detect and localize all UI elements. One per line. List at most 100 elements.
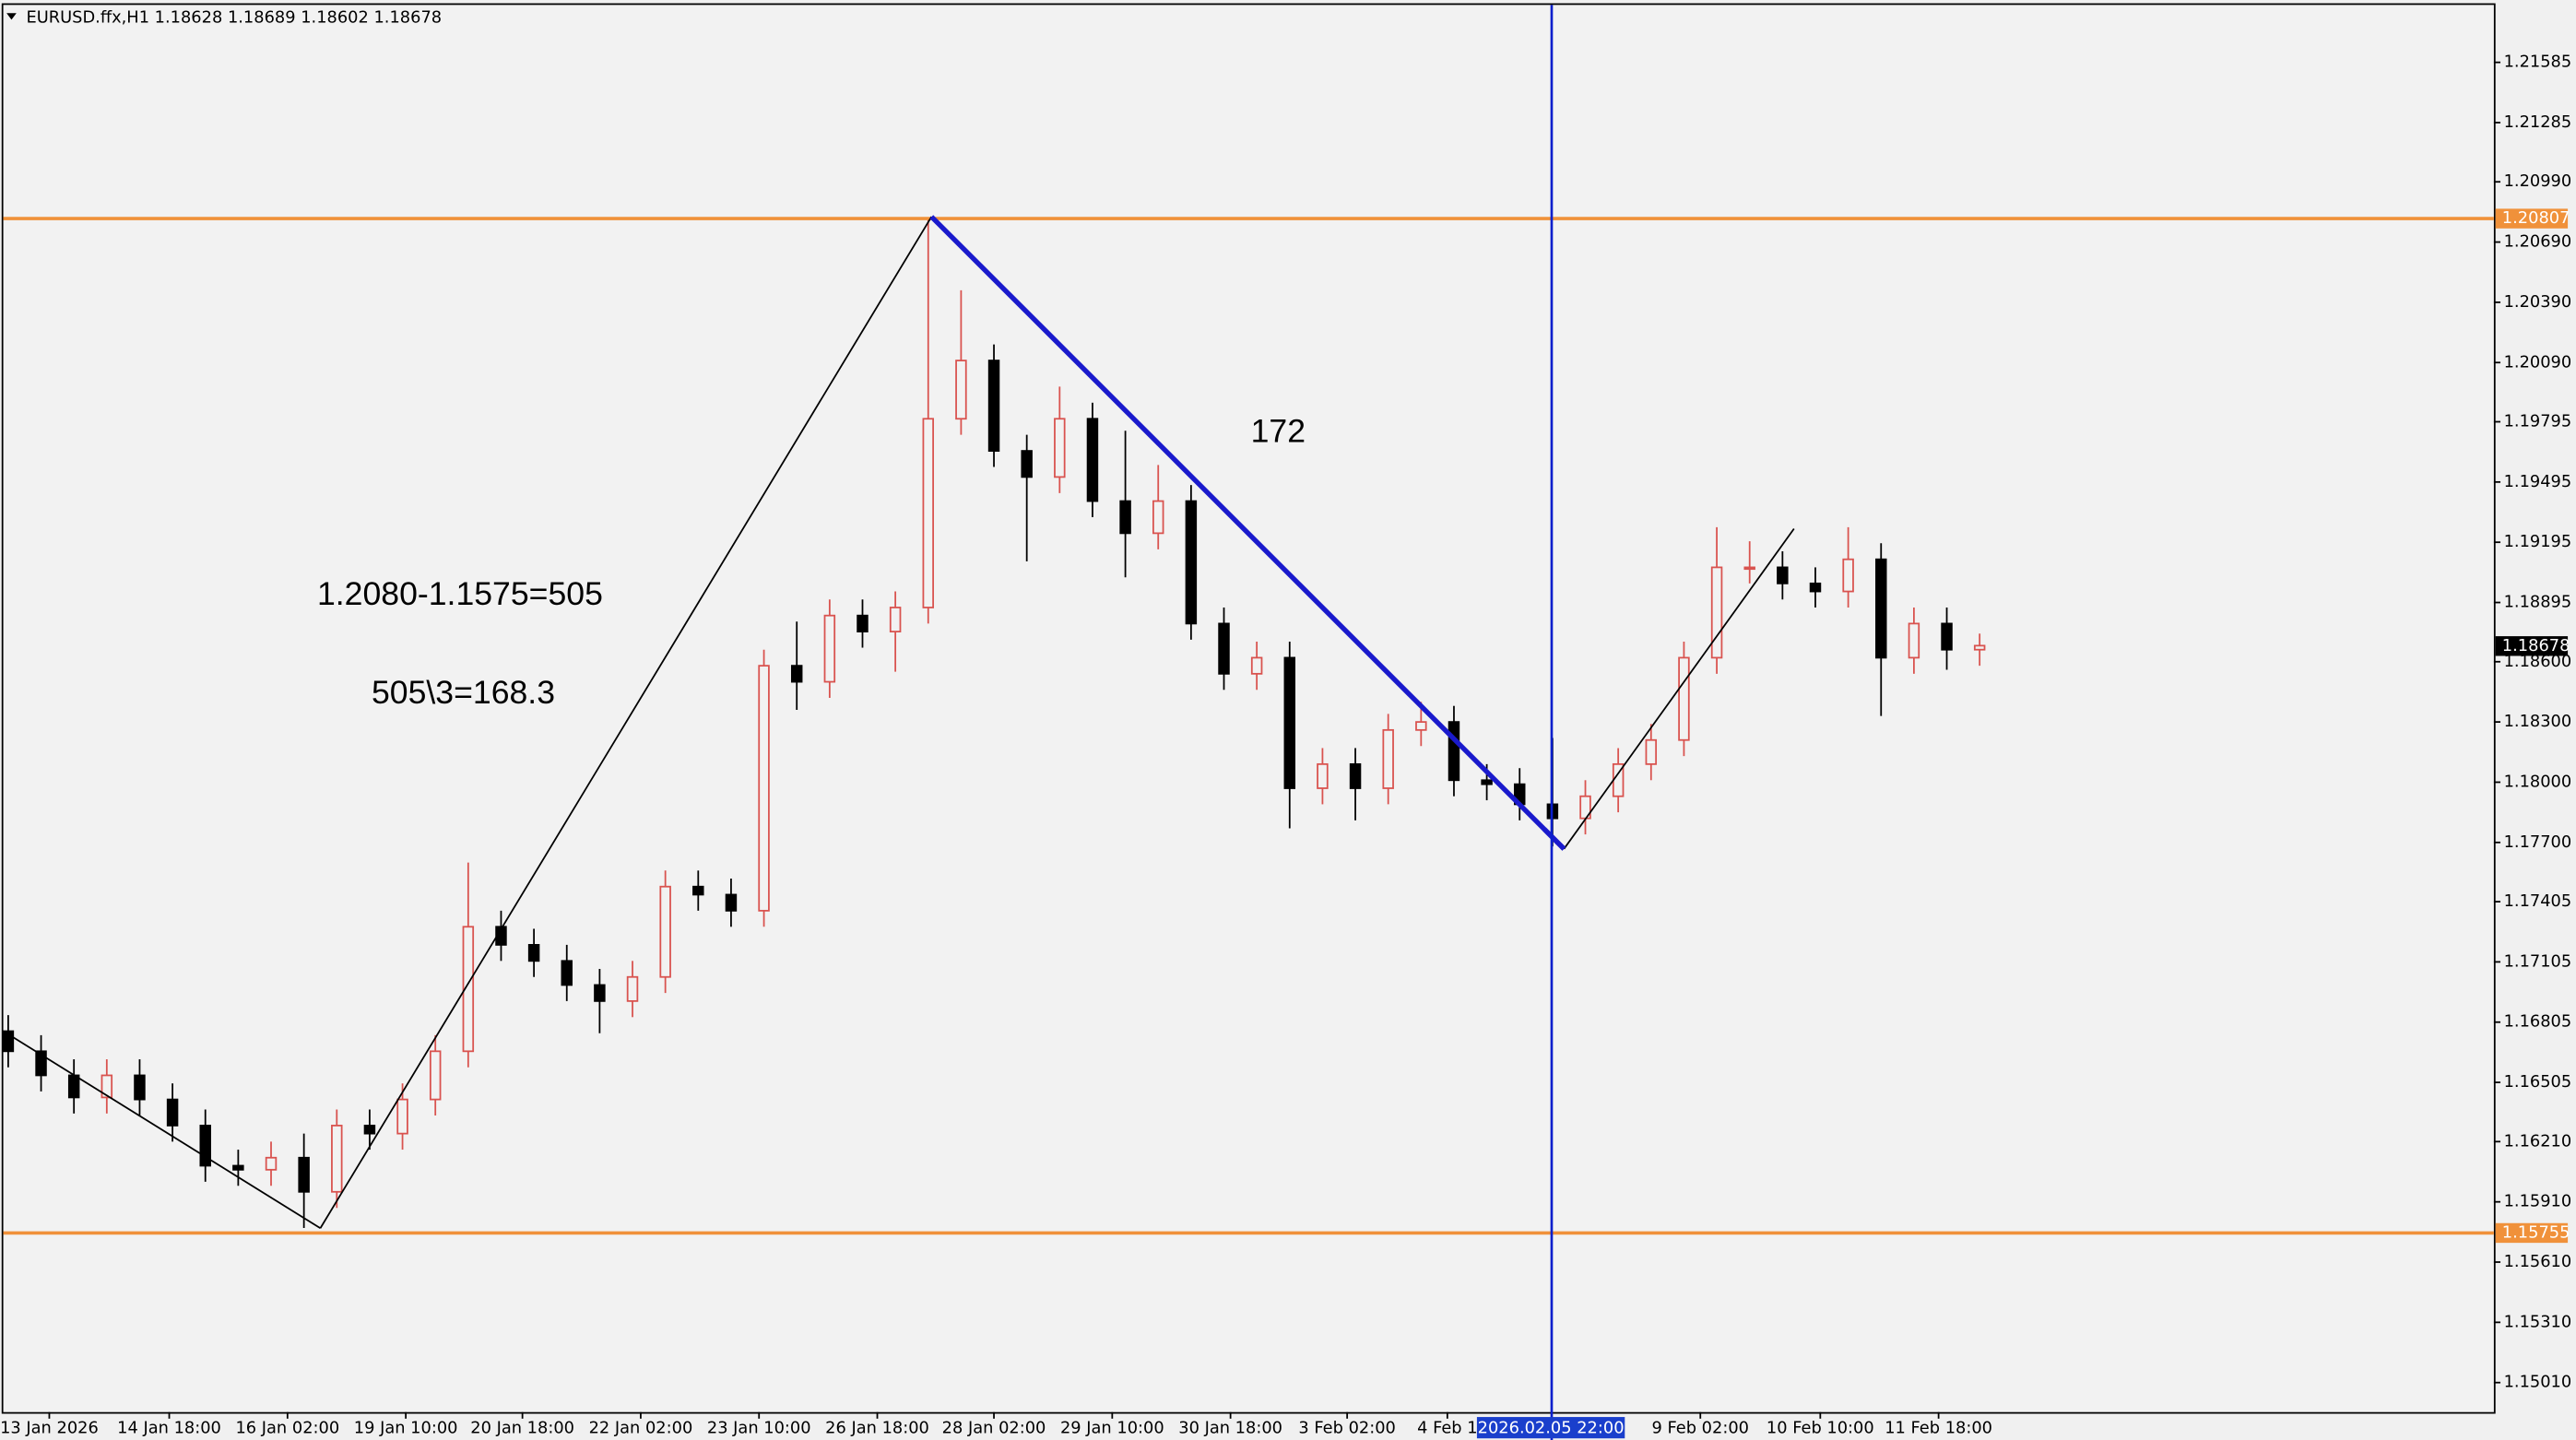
x-tick-label: 23 Jan 10:00: [707, 1419, 811, 1438]
candle-body: [1908, 622, 1920, 659]
candle-body: [527, 943, 540, 962]
candle-body: [298, 1156, 310, 1193]
y-tick-label: 1.16210: [2504, 1131, 2572, 1151]
marks-layer: [2, 217, 2494, 1235]
candle-body: [1710, 566, 1723, 659]
candle-body: [1185, 500, 1198, 625]
candle-body: [396, 1098, 408, 1135]
candle-body: [1021, 450, 1033, 478]
y-tick-label: 1.20090: [2504, 352, 2572, 372]
y-tick-label: 1.19195: [2504, 532, 2572, 551]
x-tick-label: 9 Feb 02:00: [1652, 1419, 1749, 1438]
candle-body: [725, 893, 738, 912]
y-tick-label: 1.20990: [2504, 171, 2572, 191]
candle-body: [1448, 721, 1460, 782]
y-tick-label: 1.16505: [2504, 1072, 2572, 1092]
candle-body: [1382, 728, 1394, 789]
candle-body: [100, 1074, 113, 1099]
y-tick-label: 1.17405: [2504, 891, 2572, 911]
last-price-label: 1.18678: [2502, 636, 2570, 655]
candle-body: [1054, 418, 1066, 478]
candle-body: [857, 614, 869, 633]
candle-body: [331, 1125, 343, 1193]
level-label: 1.15755: [2502, 1222, 2570, 1242]
candle-body: [1743, 566, 1755, 571]
candle-body: [1119, 500, 1131, 535]
y-tick-label: 1.20690: [2504, 232, 2572, 252]
grid-layer: [48, 61, 2501, 1419]
menu-arrow[interactable]: [6, 13, 17, 20]
candle-body: [594, 984, 606, 1002]
y-tick-label: 1.16805: [2504, 1012, 2572, 1032]
candle-body: [823, 614, 836, 683]
y-tick-label: 1.18600: [2504, 652, 2572, 671]
trend-line: [3, 1030, 321, 1229]
candle-body: [35, 1050, 47, 1077]
candle-body: [1678, 656, 1690, 741]
x-tick-label: 26 Jan 18:00: [825, 1419, 929, 1438]
candle-body: [987, 360, 1000, 452]
level-label-box: [2495, 208, 2569, 229]
candle-body: [1481, 779, 1493, 785]
candle-body: [265, 1156, 278, 1171]
x-tick-label: 16 Jan 02:00: [235, 1419, 339, 1438]
candle-body: [758, 665, 770, 912]
y-tick-label: 1.20390: [2504, 292, 2572, 312]
x-tick-label: 4 Feb 1: [1417, 1419, 1477, 1438]
candle-body: [626, 975, 639, 1002]
candle-body: [1645, 738, 1658, 765]
candle-body: [922, 418, 935, 608]
x-tick-label: 10 Feb 10:00: [1767, 1419, 1874, 1438]
candle-body: [462, 926, 475, 1053]
candle-body: [1152, 500, 1164, 535]
candle-body: [166, 1098, 179, 1127]
trend-line: [1563, 527, 1795, 850]
candle-body: [1941, 622, 1953, 651]
x-tick-label: 22 Jan 02:00: [589, 1419, 693, 1438]
last-price-box: [2495, 636, 2569, 656]
candle-body: [1349, 762, 1362, 789]
candle-body: [1250, 656, 1263, 675]
candle-body: [2, 1030, 15, 1053]
y-tick-label: 1.17105: [2504, 951, 2572, 971]
candle-body: [1415, 721, 1427, 731]
x-tick-label: 20 Jan 18:00: [470, 1419, 574, 1438]
y-tick-label: 1.21585: [2504, 53, 2572, 72]
candle-body: [1809, 582, 1822, 593]
y-tick-label: 1.19795: [2504, 412, 2572, 431]
trend-line-blue: [1542, 827, 1566, 851]
y-tick-label: 1.17700: [2504, 832, 2572, 852]
level-label-box: [2495, 1222, 2569, 1244]
x-tick-label: 14 Jan 18:00: [117, 1419, 221, 1438]
candle-body: [1777, 566, 1789, 584]
candle-body: [1283, 656, 1296, 789]
candle-body: [363, 1125, 376, 1135]
chart-header: EURUSD.ffx,H1 1.18628 1.18689 1.18602 1.…: [27, 8, 443, 28]
cursor-label: 2026.02.05 22:00: [1478, 1419, 1625, 1438]
candle-body: [1317, 762, 1329, 789]
trend-line-blue: [929, 215, 1566, 851]
candle-body: [1086, 418, 1099, 502]
y-tick-label: 1.21285: [2504, 112, 2572, 132]
candle-body: [1842, 558, 1854, 593]
y-tick-label: 1.15310: [2504, 1312, 2572, 1331]
cursor-label-box: [1476, 1417, 1625, 1439]
y-tick-label: 1.18895: [2504, 593, 2572, 612]
candle-body: [429, 1050, 442, 1101]
candle-body: [134, 1074, 146, 1101]
x-tick-label: 28 Jan 02:00: [942, 1419, 1046, 1438]
candle-body: [659, 885, 671, 978]
trend-line: [319, 216, 933, 1229]
annotation: 172: [1251, 413, 1306, 450]
candle-body: [692, 885, 704, 896]
annotation: 1.2080-1.1575=505: [317, 575, 603, 612]
y-tick-label: 1.19495: [2504, 472, 2572, 491]
candle-body: [955, 360, 967, 420]
x-tick-label: 19 Jan 10:00: [354, 1419, 458, 1438]
annotation: 505\3=168.3: [372, 674, 555, 711]
x-tick-label: 29 Jan 10:00: [1060, 1419, 1164, 1438]
y-tick-label: 1.15010: [2504, 1373, 2572, 1392]
candle-body: [1218, 622, 1230, 675]
